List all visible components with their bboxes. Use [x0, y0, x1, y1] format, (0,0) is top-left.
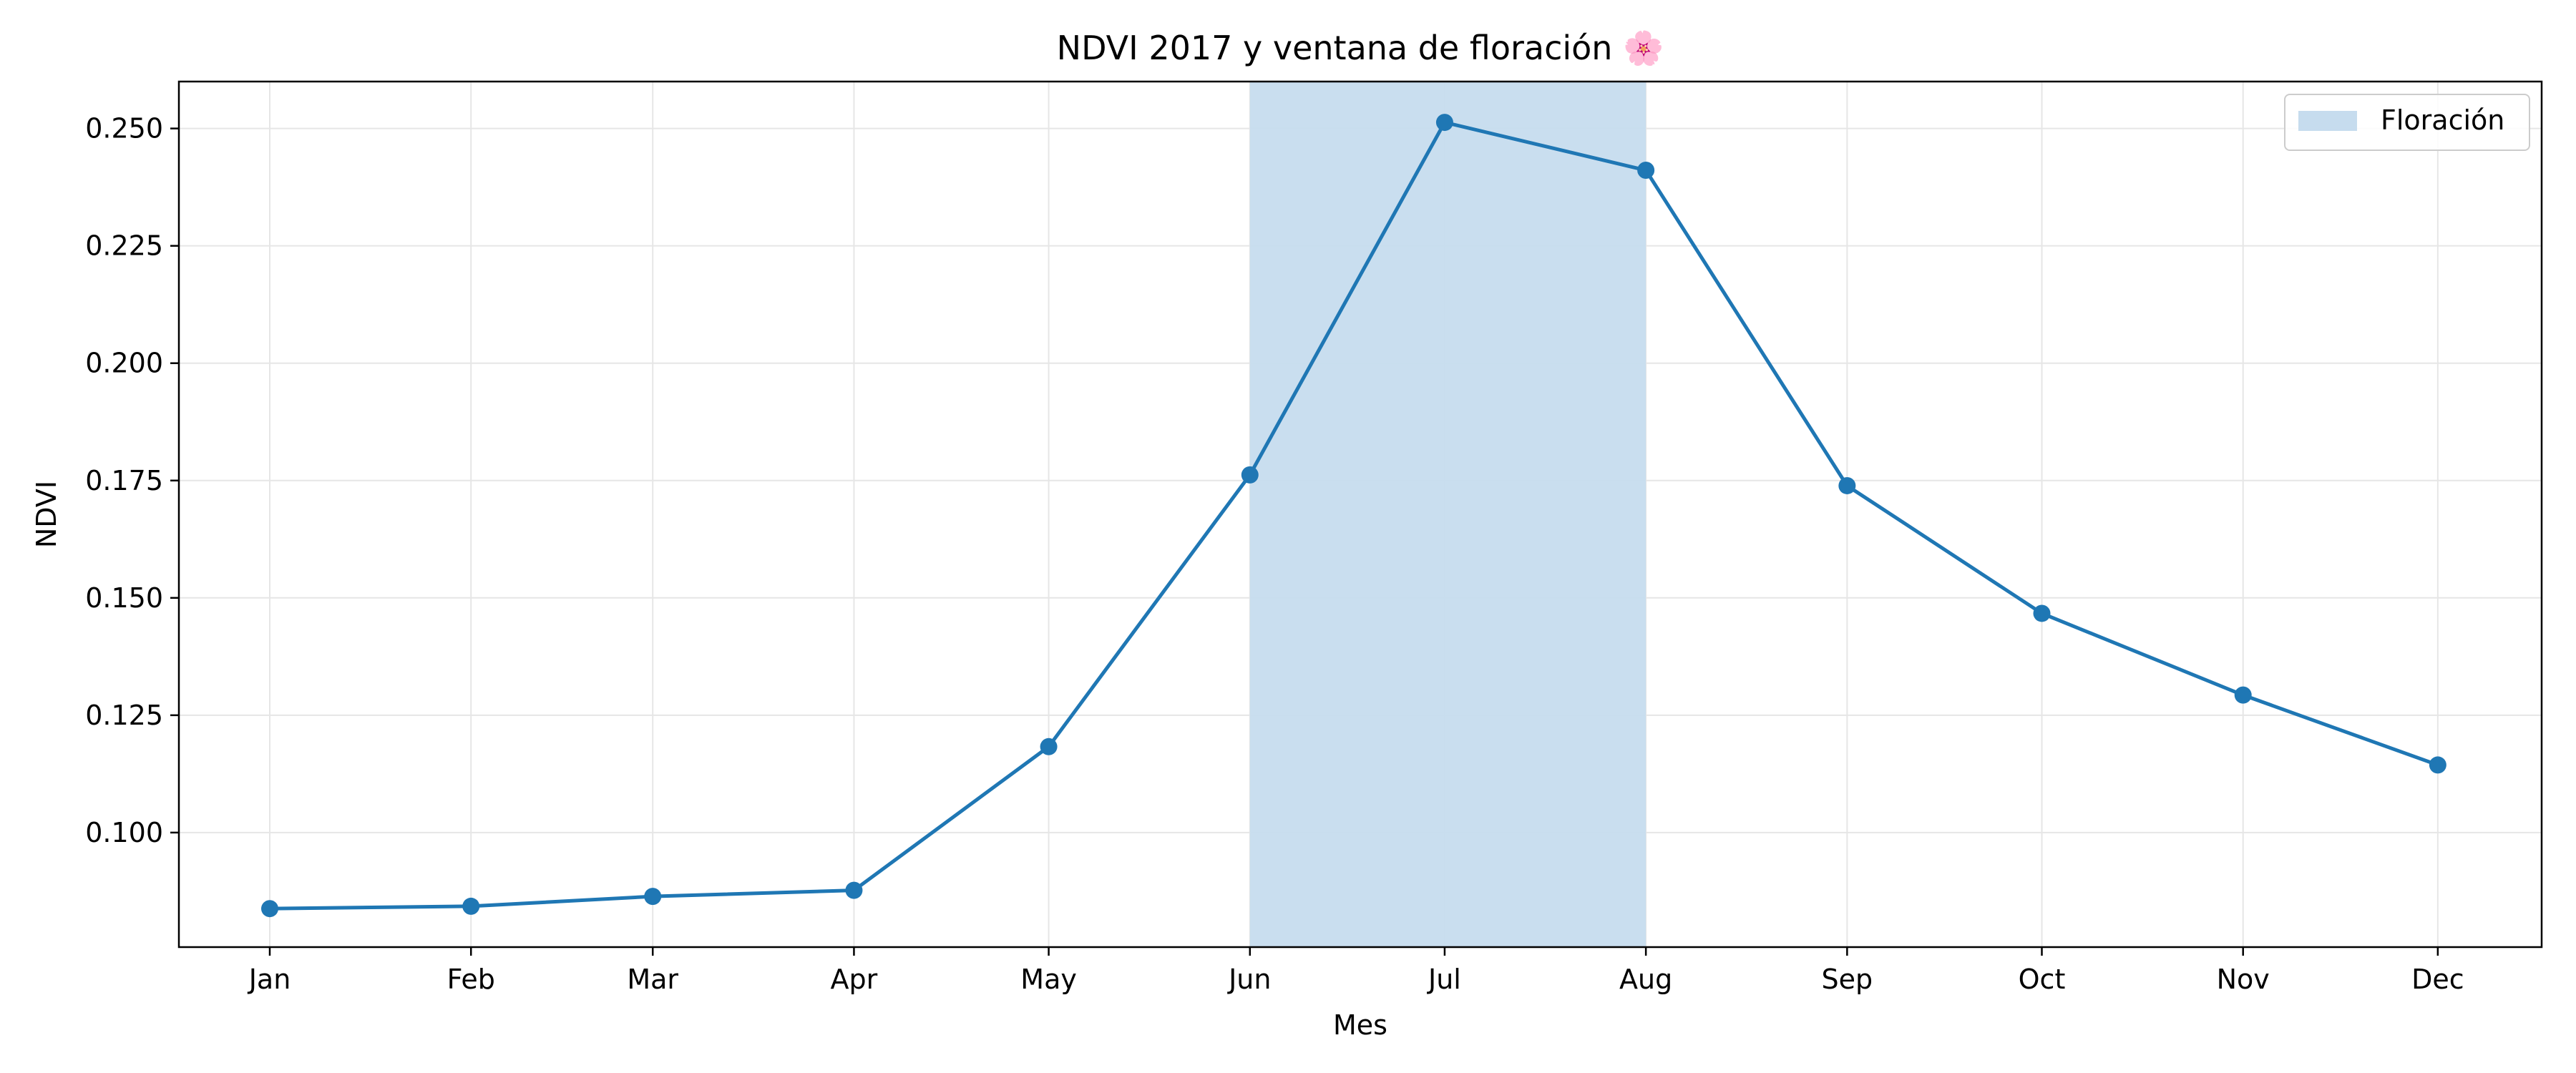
ndvi-point	[1637, 162, 1655, 180]
axis-ticks: 0.100 0.125 0.150 0.175 0.200 0.225 0.250 Jan Fe…	[85, 113, 2464, 995]
ndvi-point	[2234, 686, 2252, 704]
legend-swatch	[2298, 111, 2357, 131]
ndvi-point	[1838, 476, 1856, 494]
ndvi-point	[2033, 604, 2051, 622]
ndvi-point	[644, 888, 662, 906]
ndvi-point	[261, 900, 278, 918]
ndvi-series	[261, 114, 2446, 918]
y-tick-label: 0.125	[85, 700, 163, 731]
legend-label: Floración	[2381, 104, 2504, 136]
x-tick-label: Jan	[248, 964, 291, 995]
x-tick-label: Oct	[2019, 964, 2066, 995]
x-tick-label: Sep	[1822, 964, 1873, 995]
y-tick-label: 0.225	[85, 230, 163, 262]
y-tick-label: 0.250	[85, 113, 163, 144]
x-axis-label: Mes	[1333, 1009, 1387, 1041]
chart-title: NDVI 2017 y ventana de floración 🌸	[1057, 29, 1664, 67]
y-axis-label: NDVI	[31, 481, 62, 548]
legend: Floración	[2284, 94, 2530, 151]
ndvi-point	[1435, 114, 1453, 132]
ndvi-point	[1040, 738, 1058, 755]
y-tick-label: 0.175	[85, 465, 163, 496]
x-tick-label: Feb	[447, 964, 495, 995]
x-tick-label: May	[1020, 964, 1077, 995]
y-tick-label: 0.200	[85, 348, 163, 379]
x-tick-label: Aug	[1619, 964, 1672, 995]
x-tick-label: Jul	[1427, 964, 1461, 995]
ndvi-point	[2429, 756, 2446, 774]
ndvi-line	[269, 120, 2439, 911]
ndvi-point	[1241, 466, 1259, 484]
plot-frame	[177, 80, 2543, 949]
x-tick-label: Nov	[2217, 964, 2270, 995]
legend-box	[2284, 94, 2530, 151]
x-tick-label: Apr	[831, 964, 878, 995]
y-tick-label: 0.150	[85, 582, 163, 614]
ndvi-point	[845, 881, 863, 899]
x-tick-label: Jun	[1227, 964, 1271, 995]
flowering-window	[1249, 82, 1646, 947]
y-tick-label: 0.100	[85, 817, 163, 848]
ndvi-point	[462, 897, 480, 915]
flowering-window-band	[1249, 82, 1646, 947]
x-tick-label: Dec	[2411, 964, 2464, 995]
x-tick-label: Mar	[627, 964, 678, 995]
